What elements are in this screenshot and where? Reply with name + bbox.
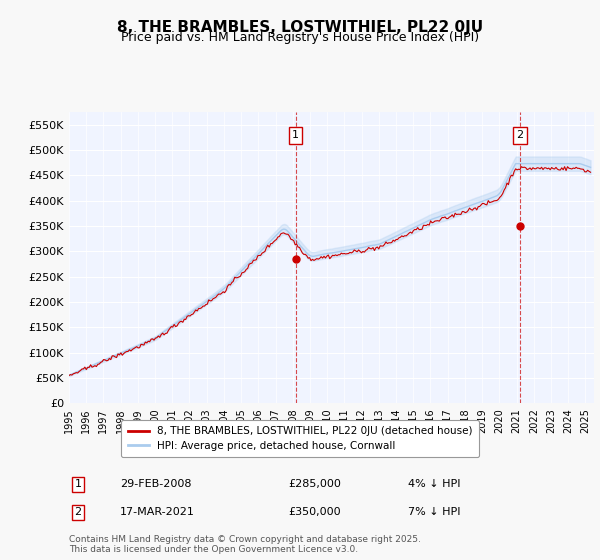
Text: 17-MAR-2021: 17-MAR-2021	[120, 507, 195, 517]
Text: £285,000: £285,000	[288, 479, 341, 489]
Text: 29-FEB-2008: 29-FEB-2008	[120, 479, 191, 489]
Text: 2: 2	[517, 130, 524, 141]
Text: 4% ↓ HPI: 4% ↓ HPI	[408, 479, 461, 489]
Text: 1: 1	[74, 479, 82, 489]
Text: Contains HM Land Registry data © Crown copyright and database right 2025.
This d: Contains HM Land Registry data © Crown c…	[69, 535, 421, 554]
Text: 7% ↓ HPI: 7% ↓ HPI	[408, 507, 461, 517]
Legend: 8, THE BRAMBLES, LOSTWITHIEL, PL22 0JU (detached house), HPI: Average price, det: 8, THE BRAMBLES, LOSTWITHIEL, PL22 0JU (…	[121, 420, 479, 457]
Text: £350,000: £350,000	[288, 507, 341, 517]
Text: 8, THE BRAMBLES, LOSTWITHIEL, PL22 0JU: 8, THE BRAMBLES, LOSTWITHIEL, PL22 0JU	[117, 20, 483, 35]
Text: 1: 1	[292, 130, 299, 141]
Text: 2: 2	[74, 507, 82, 517]
Text: Price paid vs. HM Land Registry's House Price Index (HPI): Price paid vs. HM Land Registry's House …	[121, 31, 479, 44]
